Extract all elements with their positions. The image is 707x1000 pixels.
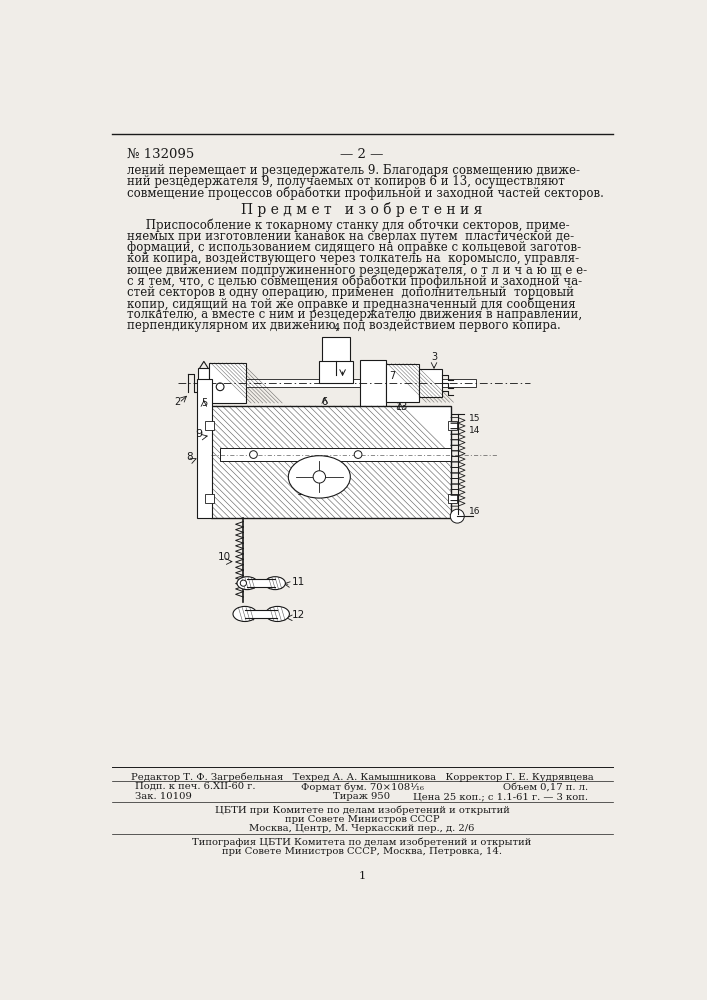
- Text: 9: 9: [196, 429, 203, 439]
- Bar: [247, 579, 275, 587]
- Text: 14: 14: [469, 426, 480, 435]
- Ellipse shape: [233, 606, 257, 622]
- Text: толкателю, а вместе с ним и резцедержателю движения в направлении,: толкателю, а вместе с ним и резцедержате…: [127, 308, 583, 321]
- Text: П р е д м е т   и з о б р е т е н и я: П р е д м е т и з о б р е т е н и я: [241, 202, 483, 217]
- Text: Тираж 950: Тираж 950: [334, 792, 390, 801]
- Circle shape: [313, 471, 325, 483]
- Text: Формат бум. 70×108¹⁄₁₆: Формат бум. 70×108¹⁄₁₆: [300, 782, 423, 792]
- Text: няемых при изготовлении канавок на сверлах путем  пластической де-: няемых при изготовлении канавок на сверл…: [127, 230, 574, 243]
- Ellipse shape: [266, 606, 289, 622]
- Text: при Совете Министров СССР, Москва, Петровка, 14.: при Совете Министров СССР, Москва, Петро…: [222, 847, 502, 856]
- Text: Цена 25 коп.; с 1.1-61 г. — 3 коп.: Цена 25 коп.; с 1.1-61 г. — 3 коп.: [414, 792, 588, 801]
- Bar: [448, 494, 457, 503]
- Text: 13: 13: [396, 402, 409, 412]
- Text: Москва, Центр, М. Черкасский пер., д. 2/6: Москва, Центр, М. Черкасский пер., д. 2/…: [250, 824, 474, 833]
- Bar: [209, 363, 247, 403]
- Ellipse shape: [288, 456, 351, 498]
- Text: ЦБТИ при Комитете по делам изобретений и открытий: ЦБТИ при Комитете по делам изобретений и…: [214, 805, 509, 815]
- Bar: [204, 494, 214, 503]
- Text: ний резцедержателя 9, получаемых от копиров 6 и 13, осуществляют: ний резцедержателя 9, получаемых от копи…: [127, 175, 565, 188]
- Text: копир, сидящий на той же оправке и предназначенный для сообщения: копир, сидящий на той же оправке и предн…: [127, 297, 575, 311]
- Text: Редактор Т. Ф. Загребельная   Техред А. А. Камышникова   Корректор Г. Е. Кудрявц: Редактор Т. Ф. Загребельная Техред А. А.…: [131, 772, 593, 782]
- Text: с я тем, что, с целью совмещения обработки профильной и заходной ча-: с я тем, что, с целью совмещения обработ…: [127, 275, 583, 288]
- Ellipse shape: [237, 577, 257, 590]
- Bar: [220, 448, 451, 461]
- Bar: [360, 360, 386, 421]
- Bar: [386, 364, 419, 402]
- Text: формации, с использованием сидящего на оправке с кольцевой заготов-: формации, с использованием сидящего на о…: [127, 241, 581, 254]
- Circle shape: [216, 383, 224, 391]
- Text: Зак. 10109: Зак. 10109: [135, 792, 192, 801]
- Circle shape: [354, 451, 362, 458]
- Text: 3: 3: [431, 352, 437, 362]
- Circle shape: [450, 509, 464, 523]
- Bar: [204, 421, 214, 430]
- Circle shape: [250, 451, 257, 458]
- Bar: [199, 368, 209, 398]
- Text: 1: 1: [296, 487, 303, 497]
- Bar: [419, 369, 442, 397]
- Bar: [322, 337, 351, 375]
- Text: перпендикулярном их движению, под воздействием первого копира.: перпендикулярном их движению, под воздей…: [127, 319, 561, 332]
- Text: ющее движением подпружиненного резцедержателя, о т л и ч а ю щ е е-: ющее движением подпружиненного резцедерж…: [127, 264, 588, 277]
- Text: 11: 11: [292, 577, 305, 587]
- Text: 5: 5: [201, 398, 207, 408]
- Text: лений перемещает и резцедержатель 9. Благодаря совмещению движе-: лений перемещает и резцедержатель 9. Бла…: [127, 164, 580, 177]
- Text: 16: 16: [469, 507, 480, 516]
- Text: 6: 6: [322, 397, 328, 407]
- Bar: [245, 610, 277, 618]
- Text: Объем 0,17 п. л.: Объем 0,17 п. л.: [503, 782, 588, 791]
- Text: 4: 4: [333, 323, 339, 333]
- Text: при Совете Министров СССР: при Совете Министров СССР: [285, 815, 439, 824]
- Text: Типография ЦБТИ Комитета по делам изобретений и открытий: Типография ЦБТИ Комитета по делам изобре…: [192, 838, 532, 847]
- Text: 7: 7: [389, 371, 395, 381]
- Bar: [211, 406, 451, 518]
- Bar: [247, 379, 476, 387]
- Bar: [197, 379, 212, 518]
- Text: 8: 8: [186, 452, 192, 462]
- Bar: [448, 421, 457, 430]
- Circle shape: [240, 580, 247, 586]
- Text: — 2 —: — 2 —: [340, 148, 384, 161]
- Text: 2: 2: [175, 397, 180, 407]
- Ellipse shape: [265, 577, 286, 590]
- Text: 15: 15: [469, 414, 480, 423]
- Text: 10: 10: [218, 552, 231, 562]
- Text: 12: 12: [292, 610, 305, 620]
- Text: Приспособление к токарному станку для обточки секторов, приме-: Приспособление к токарному станку для об…: [127, 219, 570, 232]
- Bar: [320, 361, 354, 383]
- Text: 1: 1: [358, 871, 366, 881]
- Text: № 132095: № 132095: [127, 148, 194, 161]
- Text: кой копира, воздействующего через толкатель на  коромысло, управля-: кой копира, воздействующего через толкат…: [127, 252, 579, 265]
- Text: Подп. к печ. 6.XII-60 г.: Подп. к печ. 6.XII-60 г.: [135, 782, 255, 791]
- Text: стей секторов в одну операцию, применен  дополнительный  торцовый: стей секторов в одну операцию, применен …: [127, 286, 574, 299]
- Text: совмещение процессов обработки профильной и заходной частей секторов.: совмещение процессов обработки профильно…: [127, 186, 604, 200]
